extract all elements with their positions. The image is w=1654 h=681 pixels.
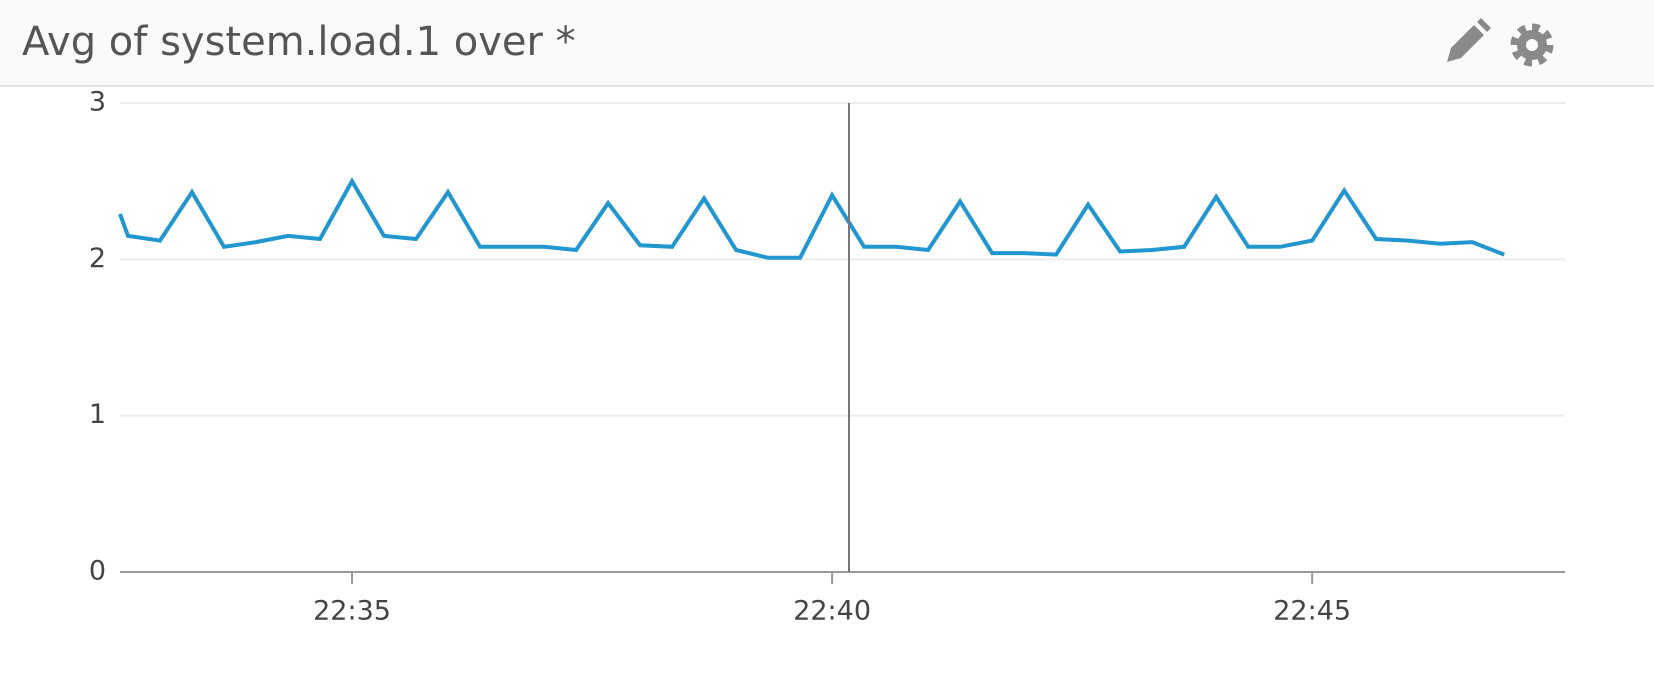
y-tick-label: 1 <box>89 399 106 430</box>
x-tick-label: 22:40 <box>793 596 871 627</box>
edit-icon[interactable] <box>1447 18 1491 62</box>
y-tick-label: 2 <box>89 243 106 274</box>
header <box>0 0 1654 86</box>
y-tick-label: 0 <box>89 556 106 587</box>
x-tick-label: 22:45 <box>1273 596 1351 627</box>
settings-icon[interactable] <box>1510 23 1554 67</box>
data-line <box>118 177 1505 260</box>
chart-title: Avg of system.load.1 over * <box>22 19 576 65</box>
x-tick-label: 22:35 <box>313 596 391 627</box>
y-tick-label: 3 <box>89 87 106 118</box>
